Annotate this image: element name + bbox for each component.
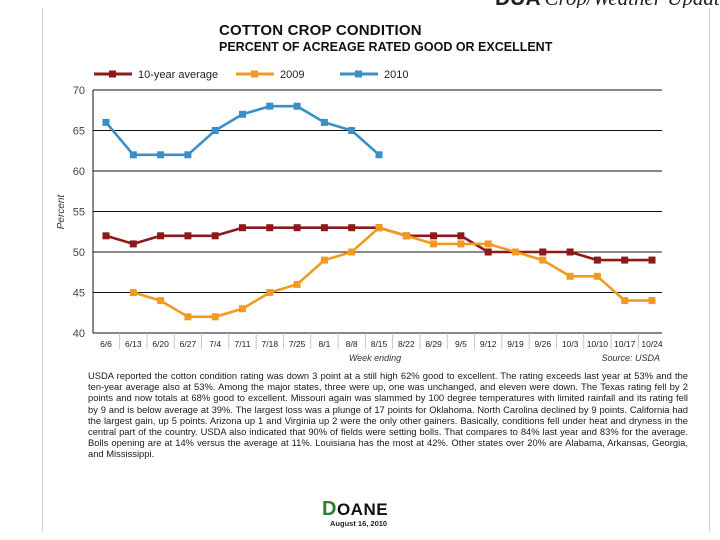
data-point — [211, 313, 219, 321]
x-tick-label: 6/6 — [100, 339, 112, 349]
data-point — [593, 256, 601, 264]
legend-label: 2010 — [384, 69, 408, 81]
legend-label: 2009 — [280, 69, 304, 81]
data-point — [484, 248, 492, 256]
x-tick-label: 9/26 — [535, 339, 552, 349]
data-point — [157, 297, 165, 305]
data-point — [184, 313, 192, 321]
x-tick-label: 8/8 — [346, 339, 358, 349]
y-tick-label: 45 — [73, 288, 85, 300]
x-tick-label: 10/17 — [614, 339, 636, 349]
series-line — [132, 226, 652, 319]
data-point — [348, 224, 356, 232]
data-point — [102, 118, 110, 126]
header-brand: DUA — [495, 0, 541, 10]
cotton-condition-chart: 40 45 50 55 60 65 70 6/6 6/13 6/20 6/27 7/4 7/11 7/18… — [56, 69, 663, 363]
x-tick-label: 10/10 — [587, 339, 609, 349]
data-point — [648, 256, 656, 264]
data-point — [566, 272, 574, 280]
data-point — [293, 224, 301, 232]
x-tick-label: 7/4 — [209, 339, 221, 349]
data-point — [320, 224, 328, 232]
y-tick-label: 65 — [73, 126, 85, 138]
x-tick-label: 6/27 — [180, 339, 197, 349]
data-point — [102, 232, 110, 240]
data-point — [621, 256, 629, 264]
logo-initial: D — [322, 498, 337, 520]
data-point — [157, 232, 165, 240]
x-tick-label: 6/20 — [152, 339, 169, 349]
y-tick-label: 60 — [73, 166, 85, 178]
x-tick-label: 7/18 — [262, 339, 279, 349]
report-header: DUA Crop/Weather Update — [495, 0, 720, 11]
data-point — [239, 224, 246, 232]
x-tick-label: 9/12 — [480, 339, 497, 349]
y-tick-label: 50 — [73, 247, 85, 259]
data-point — [129, 151, 137, 159]
report-paragraph: USDA reported the cotton condition ratin… — [88, 370, 688, 460]
data-point — [430, 232, 438, 240]
data-point — [211, 232, 219, 240]
x-tick-label: 6/13 — [125, 339, 142, 349]
data-point — [266, 102, 274, 110]
legend-marker — [251, 70, 258, 78]
chart-subtitle: PERCENT OF ACREAGE RATED GOOD OR EXCELLE… — [219, 40, 553, 54]
data-point — [430, 240, 438, 248]
x-tick-label: 8/15 — [371, 339, 388, 349]
report-date: August 16, 2010 — [330, 519, 388, 528]
data-point — [648, 297, 656, 305]
data-point — [266, 224, 274, 232]
x-tick-label: 9/19 — [507, 339, 524, 349]
x-tick-label: 7/25 — [289, 339, 306, 349]
data-point — [457, 240, 465, 248]
data-point — [484, 240, 492, 248]
data-point — [375, 151, 383, 159]
data-point — [129, 240, 137, 248]
x-tick-label: 9/5 — [455, 339, 467, 349]
data-point — [129, 289, 137, 296]
x-tick-label: 8/1 — [318, 339, 330, 349]
data-point — [184, 151, 192, 159]
data-point — [566, 248, 574, 256]
x-tick-label: 10/24 — [641, 339, 663, 349]
logo-rest: OANE — [336, 500, 389, 519]
doane-logo: DOANE — [322, 498, 388, 521]
legend-label: 10-year average — [138, 69, 218, 81]
data-point — [457, 232, 465, 240]
x-tick-label: 8/29 — [425, 339, 442, 349]
data-point — [348, 127, 356, 134]
data-point — [621, 297, 629, 305]
y-tick-label: 55 — [73, 207, 85, 219]
x-tick-label: 7/11 — [235, 339, 251, 349]
x-axis-label: Week ending — [349, 353, 401, 363]
y-tick-label: 40 — [73, 328, 85, 340]
data-point — [184, 232, 192, 240]
y-tick-label: 70 — [73, 85, 85, 97]
header-subtitle: Crop/Weather Update — [545, 0, 720, 10]
data-point — [211, 127, 219, 134]
data-point — [539, 248, 547, 256]
data-point — [320, 118, 328, 126]
data-point — [157, 151, 165, 159]
data-point — [320, 256, 328, 264]
y-axis-label: Percent — [56, 194, 67, 230]
data-point — [266, 289, 274, 296]
data-point — [593, 272, 601, 280]
data-point — [348, 248, 356, 256]
data-point — [539, 256, 547, 264]
data-point — [293, 280, 301, 288]
x-tick-label: 8/22 — [398, 339, 415, 349]
chart-title: COTTON CROP CONDITION — [219, 22, 422, 39]
data-point — [293, 102, 301, 110]
data-point — [375, 224, 383, 232]
legend-marker — [109, 70, 116, 78]
legend-marker — [355, 70, 362, 78]
data-point — [239, 110, 246, 118]
chart-source: Source: USDA — [601, 353, 660, 363]
data-point — [239, 305, 246, 313]
data-point — [512, 248, 519, 256]
x-tick-label: 10/3 — [562, 339, 579, 349]
data-point — [402, 232, 410, 240]
